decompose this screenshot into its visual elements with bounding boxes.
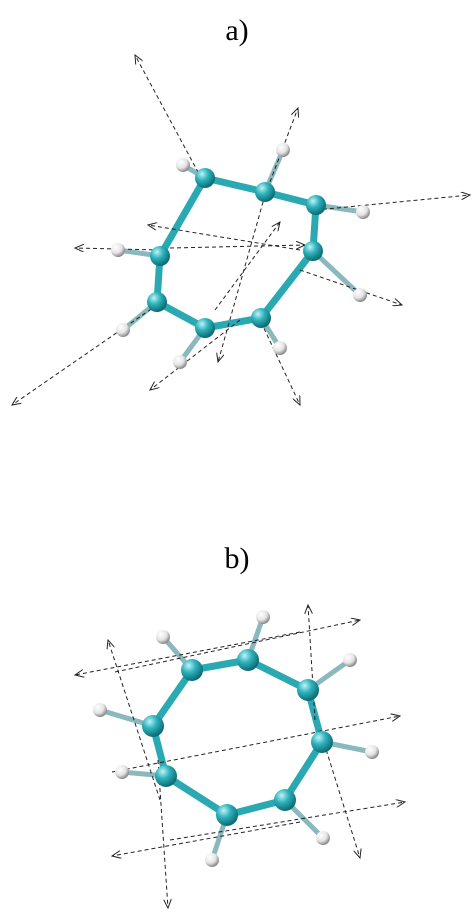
panel-label: b) [225, 542, 250, 575]
molecule-b [75, 605, 405, 908]
carbons [142, 649, 333, 826]
ring [153, 660, 322, 815]
figure: a) b) [0, 0, 473, 913]
ring [157, 178, 316, 328]
hydrogens [93, 610, 379, 867]
vectors [12, 55, 470, 405]
vectors [75, 605, 405, 908]
panel-label: a) [225, 14, 248, 47]
molecule-a [12, 55, 470, 405]
